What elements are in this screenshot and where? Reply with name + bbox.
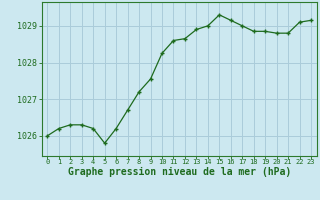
X-axis label: Graphe pression niveau de la mer (hPa): Graphe pression niveau de la mer (hPa) — [68, 167, 291, 177]
